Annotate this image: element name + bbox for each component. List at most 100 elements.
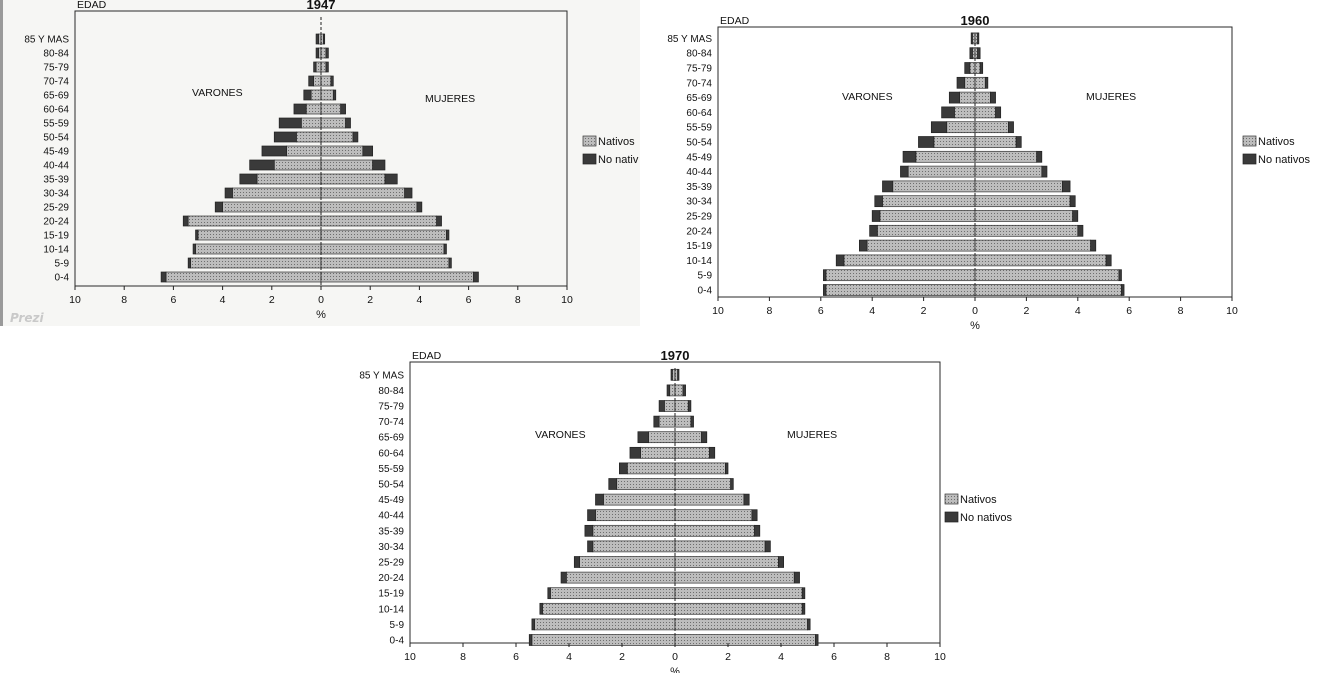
x-tick-label: 0 [318, 294, 324, 306]
bar-mujeres-nativos [974, 210, 1074, 222]
bar-mujeres-no-nativos [690, 415, 694, 428]
x-tick-label: 8 [1178, 305, 1184, 317]
x-tick-label: 2 [619, 651, 625, 663]
bar-mujeres-no-nativos [990, 91, 996, 104]
x-tick-label: 10 [561, 294, 573, 306]
bar-mujeres-no-nativos [682, 384, 686, 397]
bar-mujeres-no-nativos [372, 159, 386, 171]
x-tick-label: 4 [566, 651, 572, 663]
bar-mujeres-nativos [320, 47, 327, 59]
bar-varones-no-nativos [637, 431, 649, 444]
legend-swatch-no-nativos [1242, 153, 1257, 165]
bar-varones-no-nativos [918, 136, 935, 148]
chart-title: 1947 [307, 0, 336, 12]
bar-varones-no-nativos [303, 89, 312, 101]
category-label: 25-29 [686, 212, 712, 223]
bar-mujeres-nativos [320, 117, 346, 129]
bar-mujeres-no-nativos [1077, 224, 1084, 237]
bar-varones-no-nativos [871, 210, 881, 222]
x-tick-label: 6 [513, 651, 519, 663]
bar-varones-no-nativos [948, 91, 960, 104]
bar-mujeres-no-nativos [345, 117, 351, 129]
category-label: 65-69 [378, 433, 404, 444]
bar-varones-no-nativos [608, 478, 618, 490]
bar-varones-nativos [197, 229, 322, 241]
bar-varones-nativos [648, 431, 676, 444]
bar-mujeres-nativos [674, 478, 732, 490]
x-tick-label: 10 [404, 651, 416, 663]
category-label: 80-84 [378, 386, 404, 397]
bar-mujeres-no-nativos [332, 89, 337, 101]
bar-mujeres-nativos [974, 136, 1017, 148]
bar-mujeres-nativos [674, 431, 702, 444]
bar-mujeres-no-nativos [1069, 195, 1076, 208]
category-label: 50-54 [378, 480, 404, 491]
bar-varones-no-nativos [573, 556, 580, 568]
bar-varones-nativos [534, 618, 676, 631]
bar-varones-no-nativos [653, 415, 660, 428]
category-label: 55-59 [378, 464, 404, 475]
category-label: 15-19 [43, 231, 69, 242]
bar-mujeres-nativos [674, 493, 745, 506]
x-tick-label: 6 [466, 294, 472, 306]
bar-varones-no-nativos [224, 187, 233, 199]
bar-varones-nativos [195, 243, 322, 255]
bar-mujeres-no-nativos [404, 187, 413, 199]
bar-mujeres-no-nativos [1008, 121, 1014, 134]
bar-varones-no-nativos [629, 446, 641, 459]
legend-swatch-nativos [582, 135, 597, 147]
category-label: 50-54 [686, 138, 712, 149]
bar-varones-no-nativos [160, 271, 167, 283]
category-label: 20-24 [686, 226, 712, 237]
category-label: 75-79 [43, 63, 69, 74]
bar-varones-nativos [296, 131, 322, 143]
category-label: 85 Y MAS [24, 35, 69, 46]
bar-mujeres-nativos [320, 75, 332, 87]
bar-varones-nativos [313, 75, 322, 87]
bar-mujeres-nativos [674, 446, 710, 459]
bar-mujeres-no-nativos [1072, 210, 1079, 222]
bar-mujeres-nativos [320, 215, 437, 227]
bar-mujeres-no-nativos [448, 257, 452, 269]
bar-varones-nativos [879, 210, 976, 222]
bar-varones-nativos [616, 478, 676, 490]
legend-label-nativos: Nativos [960, 494, 997, 506]
bar-varones-no-nativos [239, 173, 258, 185]
bar-varones-no-nativos [595, 493, 604, 506]
x-tick-label: 8 [884, 651, 890, 663]
bar-varones-nativos [165, 271, 322, 283]
bar-varones-no-nativos [930, 121, 948, 134]
bar-mujeres-nativos [320, 229, 447, 241]
bar-varones-nativos [664, 400, 676, 412]
category-label: 40-44 [378, 511, 404, 522]
bar-mujeres-nativos [974, 91, 991, 104]
x-tick-label: 2 [725, 651, 731, 663]
x-tick-label: 8 [121, 294, 127, 306]
legend-swatch-no-nativos [944, 511, 959, 523]
panel-edge [0, 0, 3, 326]
category-label: 0-4 [55, 273, 70, 284]
chart-title: 1970 [661, 348, 690, 363]
bar-varones-nativos [640, 446, 676, 459]
category-label: 55-59 [43, 119, 69, 130]
bar-mujeres-nativos [674, 540, 766, 553]
bar-mujeres-no-nativos [801, 587, 806, 600]
bar-varones-nativos [626, 462, 676, 475]
legend-swatch-no-nativos [582, 153, 597, 165]
bar-mujeres-nativos [674, 384, 684, 397]
bar-varones-no-nativos [547, 587, 551, 600]
bar-mujeres-no-nativos [362, 145, 374, 157]
bar-varones-no-nativos [666, 384, 671, 397]
x-tick-label: 4 [1075, 305, 1081, 317]
category-label: 30-34 [686, 197, 712, 208]
bar-varones-nativos [592, 524, 676, 537]
bar-mujeres-no-nativos [778, 556, 785, 568]
category-label: 35-39 [686, 182, 712, 193]
bar-mujeres-no-nativos [725, 462, 729, 475]
bar-mujeres-nativos [320, 173, 386, 185]
bar-mujeres-nativos [974, 254, 1107, 267]
bar-mujeres-nativos [974, 76, 986, 89]
bar-varones-no-nativos [273, 131, 297, 143]
bar-mujeres-nativos [320, 103, 342, 115]
bar-varones-no-nativos [308, 75, 314, 87]
